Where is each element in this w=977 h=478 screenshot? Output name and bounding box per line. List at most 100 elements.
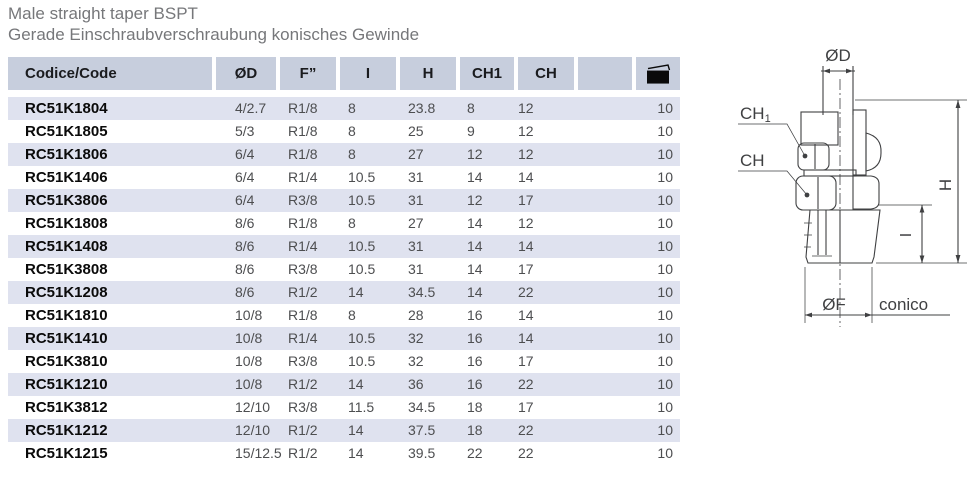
row-code: RC51K3808 bbox=[25, 261, 108, 278]
row-code: RC51K1806 bbox=[25, 146, 108, 163]
row-f: R1/8 bbox=[288, 100, 318, 116]
row-od: 10/8 bbox=[235, 353, 263, 369]
row-spare bbox=[578, 258, 636, 281]
header-code: Codice/Code bbox=[8, 57, 212, 90]
row-f: R3/8 bbox=[288, 399, 318, 415]
row-qty: 10 bbox=[657, 422, 673, 438]
row-i: 14 bbox=[348, 284, 364, 300]
row-f: R1/8 bbox=[288, 307, 318, 323]
taper-outline bbox=[805, 209, 872, 264]
collar-section bbox=[865, 132, 882, 172]
ch1-nut bbox=[797, 142, 830, 171]
row-ch1: 14 bbox=[467, 238, 483, 254]
table-row: RC51K1410 10/8 R1/4 10.5 32 16 14 10 bbox=[8, 327, 680, 350]
row-ch1: 14 bbox=[467, 261, 483, 277]
arrowhead bbox=[919, 205, 925, 213]
collar bbox=[803, 169, 857, 177]
row-ch: 17 bbox=[518, 261, 534, 277]
row-h: 27 bbox=[408, 146, 424, 162]
row-code: RC51K1804 bbox=[25, 100, 108, 117]
row-spare bbox=[578, 166, 636, 189]
row-i: 10.5 bbox=[348, 261, 376, 277]
table-row: RC51K1806 6/4 R1/8 8 27 12 12 10 bbox=[8, 143, 680, 166]
row-od: 12/10 bbox=[235, 399, 271, 415]
row-qty: 10 bbox=[657, 238, 673, 254]
row-code: RC51K1808 bbox=[25, 215, 108, 232]
dim-label-ch1: CH1 bbox=[740, 104, 771, 125]
row-f: R3/8 bbox=[288, 192, 318, 208]
row-ch: 22 bbox=[518, 445, 534, 461]
row-f: R1/2 bbox=[288, 445, 318, 461]
row-i: 11.5 bbox=[348, 399, 375, 415]
thread-section bbox=[839, 209, 881, 264]
row-spare bbox=[578, 189, 636, 212]
row-ch: 17 bbox=[518, 192, 534, 208]
row-i: 8 bbox=[348, 146, 356, 162]
row-code: RC51K1208 bbox=[25, 284, 108, 301]
row-i: 10.5 bbox=[348, 238, 376, 254]
row-code: RC51K1408 bbox=[25, 238, 108, 255]
row-f: R3/8 bbox=[288, 261, 318, 277]
table-row: RC51K3810 10/8 R3/8 10.5 32 16 17 10 bbox=[8, 350, 680, 373]
row-code: RC51K1215 bbox=[25, 445, 108, 462]
row-qty: 10 bbox=[657, 100, 673, 116]
header-ch1: CH1 bbox=[460, 57, 514, 90]
row-ch1: 14 bbox=[467, 169, 483, 185]
row-f: R1/8 bbox=[288, 146, 318, 162]
row-f: R1/4 bbox=[288, 169, 318, 185]
row-h: 25 bbox=[408, 123, 424, 139]
row-qty: 10 bbox=[657, 284, 673, 300]
row-ch1: 14 bbox=[467, 215, 483, 231]
row-code: RC51K1212 bbox=[25, 422, 108, 439]
row-i: 8 bbox=[348, 123, 356, 139]
row-h: 23.8 bbox=[408, 100, 436, 116]
row-ch: 17 bbox=[518, 399, 534, 415]
arrowhead bbox=[823, 68, 830, 74]
row-code: RC51K1805 bbox=[25, 123, 108, 140]
row-od: 6/4 bbox=[235, 192, 255, 208]
row-od: 4/2.7 bbox=[235, 100, 267, 116]
dim-label-of: ØF bbox=[822, 295, 846, 314]
row-od: 10/8 bbox=[235, 307, 263, 323]
row-i: 14 bbox=[348, 445, 364, 461]
row-code: RC51K1406 bbox=[25, 169, 108, 186]
table-row: RC51K1810 10/8 R1/8 8 28 16 14 10 bbox=[8, 304, 680, 327]
table-row: RC51K1215 15/12.5 R1/2 14 39.5 22 22 10 bbox=[8, 442, 680, 465]
row-ch: 12 bbox=[518, 146, 534, 162]
page-title-en: Male straight taper BSPT bbox=[8, 4, 198, 23]
row-h: 28 bbox=[408, 307, 424, 323]
technical-drawing: ØD CH1 bbox=[738, 46, 967, 327]
row-h: 31 bbox=[408, 192, 424, 208]
row-qty: 10 bbox=[657, 146, 673, 162]
row-i: 8 bbox=[348, 100, 356, 116]
row-qty: 10 bbox=[657, 399, 673, 415]
row-ch1: 14 bbox=[467, 284, 483, 300]
product-table: Codice/Code ØD F” I H CH1 CH RC51K1804 4/… bbox=[8, 57, 680, 465]
page-title-de: Gerade Einschraubverschraubung konisches… bbox=[8, 25, 420, 44]
row-od: 6/4 bbox=[235, 146, 255, 162]
row-ch: 17 bbox=[518, 353, 534, 369]
table-body: RC51K1804 4/2.7 R1/8 8 23.8 8 12 10 RC51K1805 5/3… bbox=[8, 97, 680, 465]
row-spare bbox=[578, 373, 636, 396]
arrowhead bbox=[955, 100, 961, 108]
row-f: R1/4 bbox=[288, 330, 318, 346]
table-header-row: Codice/Code ØD F” I H CH1 CH bbox=[8, 57, 680, 90]
row-od: 15/12.5 bbox=[235, 445, 282, 461]
row-qty: 10 bbox=[657, 330, 673, 346]
row-ch1: 8 bbox=[467, 100, 475, 116]
row-h: 34.5 bbox=[408, 284, 436, 300]
row-od: 8/6 bbox=[235, 215, 255, 231]
row-ch: 22 bbox=[518, 376, 534, 392]
row-h: 31 bbox=[408, 169, 424, 185]
row-od: 6/4 bbox=[235, 169, 255, 185]
table-row: RC51K1212 12/10 R1/2 14 37.5 18 22 10 bbox=[8, 419, 680, 442]
row-ch: 14 bbox=[518, 169, 534, 185]
package-icon bbox=[647, 63, 671, 84]
row-spare bbox=[578, 442, 636, 465]
row-qty: 10 bbox=[657, 353, 673, 369]
row-code: RC51K1410 bbox=[25, 330, 108, 347]
row-spare bbox=[578, 235, 636, 258]
row-ch1: 16 bbox=[467, 330, 483, 346]
row-od: 8/6 bbox=[235, 238, 255, 254]
